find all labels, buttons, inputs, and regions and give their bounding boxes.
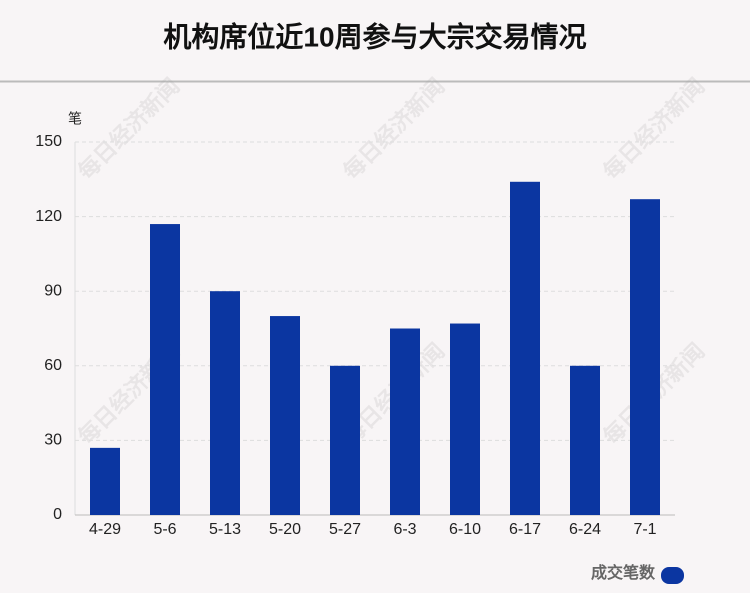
y-tick-label: 120 [35,208,62,225]
x-tick-label: 4-29 [89,521,121,538]
chart-title: 机构席位近10周参与大宗交易情况 [163,20,586,52]
bar [630,199,660,515]
x-tick-label: 6-3 [393,521,416,538]
y-axis-unit: 笔 [68,111,82,127]
x-tick-label: 6-24 [569,521,601,538]
legend-swatch [661,567,684,584]
y-tick-label: 0 [53,506,62,523]
y-tick-label: 60 [44,357,62,374]
bar [90,447,120,515]
x-tick-label: 6-10 [449,521,481,538]
bar [150,224,180,515]
legend-label: 成交笔数 [591,563,656,582]
bar [330,365,360,515]
y-tick-label: 30 [44,432,62,449]
x-tick-label: 6-17 [509,521,541,538]
bar [570,365,600,515]
x-tick-label: 5-13 [209,521,241,538]
bar [450,323,480,515]
bar [210,291,240,515]
bar [270,316,300,515]
y-tick-label: 150 [35,133,62,150]
x-tick-label: 5-27 [329,521,361,538]
x-tick-label: 7-1 [633,521,656,538]
bar [510,181,540,515]
x-tick-label: 5-20 [269,521,301,538]
y-tick-label: 90 [44,282,62,299]
bar [390,328,420,515]
x-tick-label: 5-6 [153,521,176,538]
